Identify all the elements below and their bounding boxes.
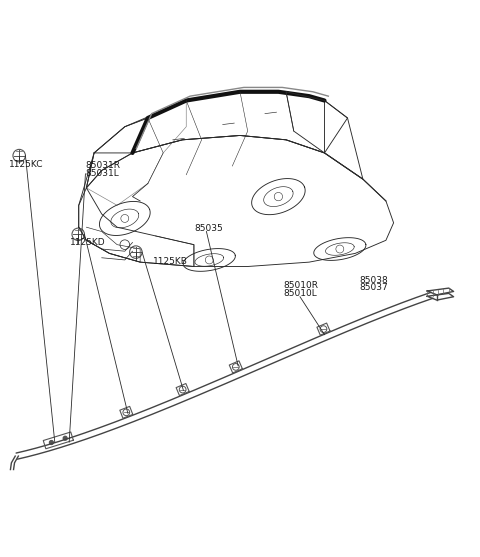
- Circle shape: [63, 436, 67, 440]
- Text: 85038: 85038: [359, 276, 388, 285]
- Text: 85031R: 85031R: [85, 161, 120, 170]
- Text: 1125KD: 1125KD: [70, 238, 105, 247]
- Circle shape: [49, 441, 53, 444]
- Text: 85010L: 85010L: [283, 289, 317, 297]
- Text: 1125KB: 1125KB: [153, 257, 188, 266]
- Text: 85031L: 85031L: [85, 169, 119, 178]
- Text: 85035: 85035: [194, 224, 223, 233]
- Text: 85010R: 85010R: [283, 281, 318, 290]
- Text: 85037: 85037: [359, 284, 388, 292]
- Text: 1125KC: 1125KC: [9, 160, 43, 169]
